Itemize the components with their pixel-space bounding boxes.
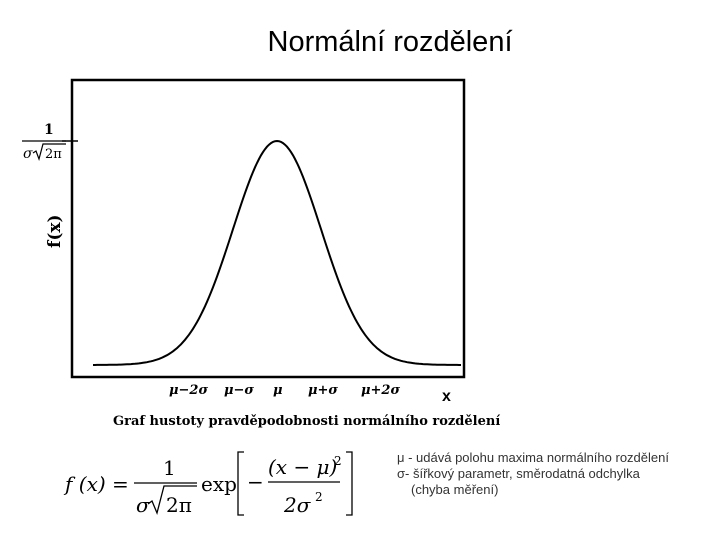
figure-caption: Graf hustoty pravděpodobnosti normálního… [113, 414, 500, 429]
peak-label-numerator: 1 [44, 122, 54, 138]
formula-inner-denominator: 2σ [283, 493, 312, 517]
formula-inner-numerator: (x − μ) [268, 455, 337, 479]
x-tick-label: μ−2σ [169, 383, 208, 398]
mu-note: μ - udává polohu maxima normálního rozdě… [397, 450, 669, 465]
formula-lhs: f (x) = [63, 472, 129, 496]
x-tick-label: μ+2σ [361, 383, 400, 398]
formula-frac-numerator: 1 [163, 456, 176, 480]
formula-frac-sigma: σ [136, 493, 151, 517]
peak-label-sigma: σ [23, 146, 33, 162]
x-axis-label: x [442, 388, 451, 405]
y-axis-label: f(x) [45, 214, 65, 248]
sigma-note-continued: (chyba měření) [411, 482, 499, 497]
formula-inner-denominator-power: 2 [315, 490, 323, 504]
sigma-note: σ- šířkový parametr, směrodatná odchylka [397, 466, 640, 481]
x-tick-labels: μ−2σ μ−σ μ μ+σ μ+2σ [169, 383, 400, 398]
slide-title: Normální rozdělení [267, 26, 513, 58]
x-tick-label: μ−σ [224, 383, 254, 398]
formula-inner-numerator-power: 2 [334, 454, 342, 468]
formula-minus: − [247, 470, 264, 494]
parameter-notes: μ - udává polohu maxima normálního rozdě… [397, 450, 717, 498]
peak-label: 1 σ 2π [22, 122, 66, 162]
x-tick-label: μ [273, 383, 283, 398]
x-tick-label: μ+σ [308, 383, 338, 398]
density-formula: f (x) = 1 σ 2π exp − (x − μ) 2 2σ 2 [63, 451, 353, 517]
plot-frame [70, 78, 466, 379]
formula-exp: exp [201, 472, 237, 496]
peak-label-root: 2π [45, 147, 62, 162]
formula-frac-root: 2π [166, 493, 192, 517]
bell-curve [93, 139, 461, 366]
